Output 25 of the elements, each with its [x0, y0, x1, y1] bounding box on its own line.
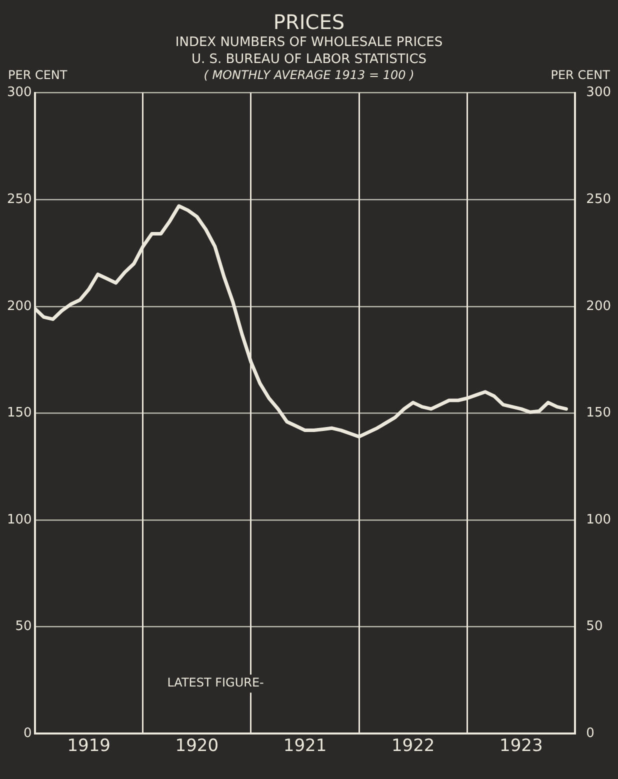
y2-tick-label: 250 — [586, 192, 612, 207]
y2-tick-label: 200 — [586, 298, 612, 314]
annotation: LATEST FIGURE- — [167, 676, 264, 690]
chart-title: PRICES — [272, 10, 346, 34]
y-tick-label: 300 — [6, 85, 32, 100]
y-axis-title: PER CENT — [8, 68, 68, 82]
y-tick-label: 250 — [6, 192, 32, 207]
x-tick-label: 1922 — [391, 736, 435, 756]
y-tick-label: 100 — [6, 512, 32, 528]
y2-tick-label: 300 — [586, 85, 612, 100]
x-tick-label: 1919 — [67, 736, 110, 756]
y-tick-label: 200 — [6, 298, 32, 314]
text: ( MONTHLY AVERAGE 1913 = 100 ) — [204, 68, 414, 82]
y-tick-label: 50 — [15, 619, 32, 634]
x-tick-label: 1921 — [283, 736, 327, 756]
y2-tick-label: 0 — [586, 726, 594, 741]
y2-tick-label: 50 — [586, 619, 603, 634]
y-tick-label: 0 — [24, 726, 32, 741]
y-tick-label: 150 — [6, 406, 32, 421]
y2-tick-label: 150 — [586, 406, 612, 421]
x-tick-label: 1923 — [500, 736, 543, 756]
y2-tick-label: 100 — [586, 512, 612, 528]
y2-axis-title: PER CENT — [550, 68, 610, 82]
x-tick-label: 1920 — [175, 736, 219, 756]
chart-subtitle: INDEX NUMBERS OF WHOLESALE PRICES U. S. BUREAU OF LABOR STATISTICS — [174, 34, 444, 68]
